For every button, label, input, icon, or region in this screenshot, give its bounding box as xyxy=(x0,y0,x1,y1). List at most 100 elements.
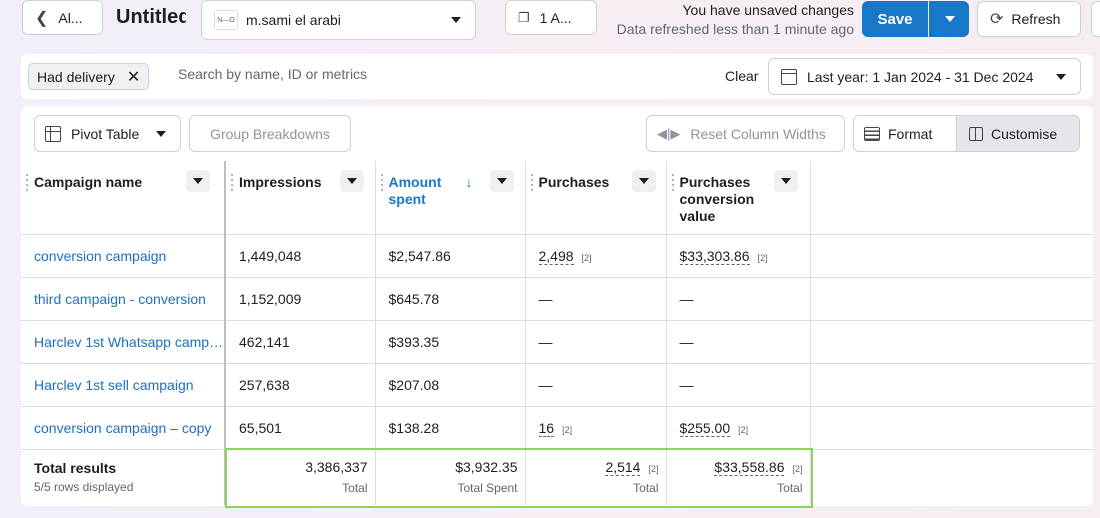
pivot-table-icon xyxy=(45,125,61,142)
back-label: Al... xyxy=(58,9,83,26)
header-impressions[interactable]: Impressions xyxy=(224,161,375,235)
empty-cell xyxy=(809,406,1093,450)
empty-cell xyxy=(809,449,1093,505)
close-icon[interactable]: ✕ xyxy=(126,68,141,86)
format-button[interactable]: Format xyxy=(854,116,956,151)
more-button[interactable] xyxy=(1091,1,1100,37)
table-header-row: Campaign name Impressions Amount spent ↓ xyxy=(21,161,1093,235)
report-table: Campaign name Impressions Amount spent ↓ xyxy=(21,161,1093,505)
totals-row: Total results 5/5 rows displayed 3,386,3… xyxy=(21,449,1093,505)
conversion-value-cell: — xyxy=(665,363,810,407)
filter-chip-label: Had delivery xyxy=(37,68,115,85)
footnote[interactable]: [2] xyxy=(581,252,592,263)
search-input[interactable] xyxy=(178,66,678,82)
group-breakdowns-button[interactable]: Group Breakdowns xyxy=(189,115,351,152)
format-icon xyxy=(864,126,880,141)
pivot-table-button[interactable]: Pivot Table xyxy=(34,115,181,152)
date-range-picker[interactable]: Last year: 1 Jan 2024 - 31 Dec 2024 xyxy=(768,58,1081,95)
account-name: m.sami el arabi xyxy=(246,12,341,28)
account-selector[interactable]: N—O m.sami el arabi xyxy=(201,0,476,40)
top-bar: ❮ Al... Untitled report N—O m.sami el ar… xyxy=(0,0,1100,42)
footnote[interactable]: [2] xyxy=(792,463,803,474)
conversion-value-cell: $33,303.86 [2] xyxy=(665,234,810,278)
column-resize-icon: ◀|▶ xyxy=(657,125,681,141)
clear-filters-button[interactable]: Clear xyxy=(725,68,759,84)
column-menu-button[interactable] xyxy=(489,170,514,192)
footnote[interactable]: [2] xyxy=(562,424,573,435)
footnote[interactable]: [2] xyxy=(648,463,659,474)
drag-handle-icon[interactable] xyxy=(231,174,233,192)
campaign-name-link[interactable]: Harclev 1st sell campaign xyxy=(21,363,226,407)
footnote[interactable]: [2] xyxy=(738,424,749,435)
amount-spent-cell: $645.78 xyxy=(374,277,525,321)
save-status: You have unsaved changes Data refreshed … xyxy=(560,1,854,39)
amount-spent-cell: $393.35 xyxy=(374,320,525,364)
table-row: Harclev 1st sell campaign 257,638 $207.0… xyxy=(21,363,1093,407)
sort-descending-icon[interactable]: ↓ xyxy=(465,174,473,190)
customise-label: Customise xyxy=(991,125,1058,142)
header-purchases[interactable]: Purchases xyxy=(524,161,666,235)
purchases-cell: — xyxy=(524,363,666,407)
format-label: Format xyxy=(888,125,933,142)
account-logo-icon: N—O xyxy=(214,10,238,30)
header-amount-spent[interactable]: Amount spent ↓ xyxy=(374,161,525,235)
purchases-cell: — xyxy=(524,320,666,364)
pivot-label: Pivot Table xyxy=(71,125,140,142)
conversion-value-cell: — xyxy=(665,277,810,321)
totals-label: Total results xyxy=(34,459,117,476)
report-title[interactable]: Untitled report xyxy=(116,6,186,28)
campaign-name-link[interactable]: Harclev 1st Whatsapp campaign xyxy=(21,320,226,364)
view-toggle: Format Customise xyxy=(853,115,1080,152)
customise-button[interactable]: Customise xyxy=(956,116,1079,151)
total-purchases-cell: 2,514 [2] Total xyxy=(524,449,666,505)
drag-handle-icon[interactable] xyxy=(671,174,674,192)
amount-spent-cell: $138.28 xyxy=(374,406,525,450)
reset-column-widths-button[interactable]: ◀|▶ Reset Column Widths xyxy=(646,115,845,152)
campaign-name-link[interactable]: conversion campaign – copy xyxy=(21,406,226,450)
report-panel: Pivot Table Group Breakdowns ◀|▶ Reset C… xyxy=(21,106,1093,508)
unsaved-text: You have unsaved changes xyxy=(682,2,854,18)
amount-spent-cell: $207.08 xyxy=(374,363,525,407)
table-row: conversion campaign 1,449,048 $2,547.86 … xyxy=(21,234,1093,278)
footnote[interactable]: [2] xyxy=(757,252,768,263)
refreshed-text: Data refreshed less than 1 minute ago xyxy=(616,21,854,37)
empty-cell xyxy=(809,277,1093,321)
empty-cell xyxy=(809,320,1093,364)
drag-handle-icon[interactable] xyxy=(530,174,533,192)
impressions-cell: 1,152,009 xyxy=(224,277,375,321)
back-button[interactable]: ❮ Al... xyxy=(22,0,103,35)
filter-chip[interactable]: Had delivery ✕ xyxy=(28,63,150,90)
campaign-name-link[interactable]: conversion campaign xyxy=(21,234,226,278)
refresh-button[interactable]: ⟳ Refresh xyxy=(977,1,1081,37)
conversion-value-cell: $255.00 [2] xyxy=(665,406,810,450)
impressions-cell: 65,501 xyxy=(224,406,375,450)
drag-handle-icon[interactable] xyxy=(380,174,383,192)
amount-spent-cell: $2,547.86 xyxy=(374,234,525,278)
save-button[interactable]: Save xyxy=(862,1,928,37)
header-campaign-name[interactable]: Campaign name xyxy=(21,161,226,235)
rows-displayed: 5/5 rows displayed xyxy=(34,479,134,494)
impressions-cell: 462,141 xyxy=(224,320,375,364)
column-menu-button[interactable] xyxy=(186,170,210,192)
empty-cell xyxy=(809,363,1093,407)
drag-handle-icon[interactable] xyxy=(26,174,28,192)
chevron-down-icon xyxy=(156,130,166,137)
column-menu-button[interactable] xyxy=(340,170,364,192)
refresh-label: Refresh xyxy=(1011,11,1061,27)
column-menu-button[interactable] xyxy=(631,170,656,192)
customise-icon xyxy=(969,126,983,141)
chevron-down-icon xyxy=(1056,73,1066,80)
campaign-name-link[interactable]: third campaign - conversion xyxy=(21,277,226,321)
refresh-icon: ⟳ xyxy=(990,11,1004,28)
save-options-button[interactable] xyxy=(929,1,969,37)
header-empty xyxy=(809,161,1093,235)
purchases-cell: 2,498 [2] xyxy=(524,234,666,278)
ads-label: 1 A... xyxy=(539,9,572,26)
column-menu-button[interactable] xyxy=(773,170,798,192)
ads-selector-button[interactable]: ❐ 1 A... xyxy=(505,0,597,35)
header-purchases-conversion-value[interactable]: Purchases conversion value xyxy=(665,161,810,235)
total-amount-cell: $3,932.35 Total Spent xyxy=(374,449,525,505)
total-conversion-cell: $33,558.86 [2] Total xyxy=(665,449,810,505)
calendar-icon xyxy=(781,68,797,85)
reset-label: Reset Column Widths xyxy=(690,125,826,142)
